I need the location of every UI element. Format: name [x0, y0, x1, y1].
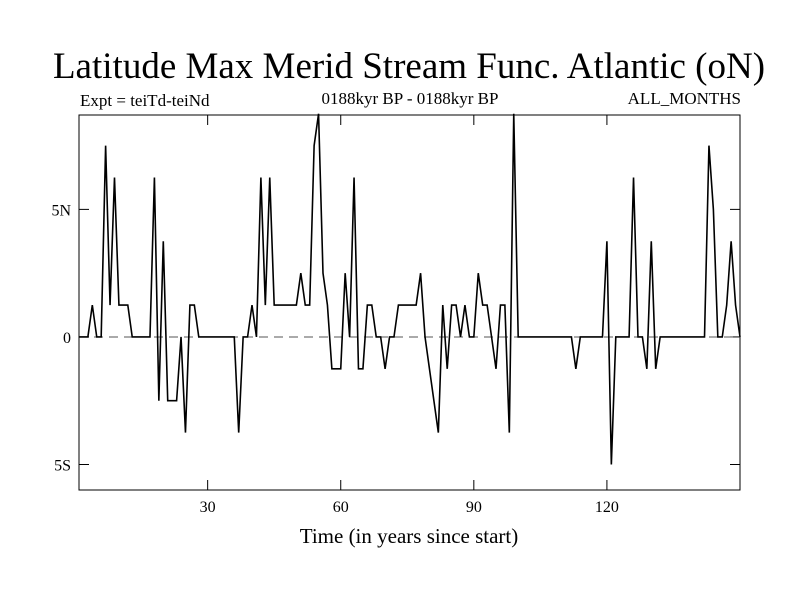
y-tick-label: 5N: [51, 202, 71, 219]
experiment-label: Expt = teiTd-teiNd: [80, 91, 210, 110]
x-tick-label: 90: [466, 499, 482, 516]
series-line-latitude-max: [79, 113, 741, 465]
season-label: ALL_MONTHS: [628, 89, 741, 108]
period-label: 0188kyr BP - 0188kyr BP: [322, 89, 499, 108]
plot-area-frame: [78, 114, 741, 491]
y-tick-label: 5S: [54, 457, 71, 474]
y-tick-label: 0: [63, 330, 71, 347]
x-tick-label: 30: [200, 499, 216, 516]
chart-title: Latitude Max Merid Stream Func. Atlantic…: [53, 46, 765, 87]
axis-ticks: 30 60 90 120 5N 0 5S: [51, 115, 740, 516]
x-tick-label: 60: [333, 499, 349, 516]
x-tick-label: 120: [595, 499, 619, 516]
x-axis-label: Time (in years since start): [300, 524, 519, 548]
